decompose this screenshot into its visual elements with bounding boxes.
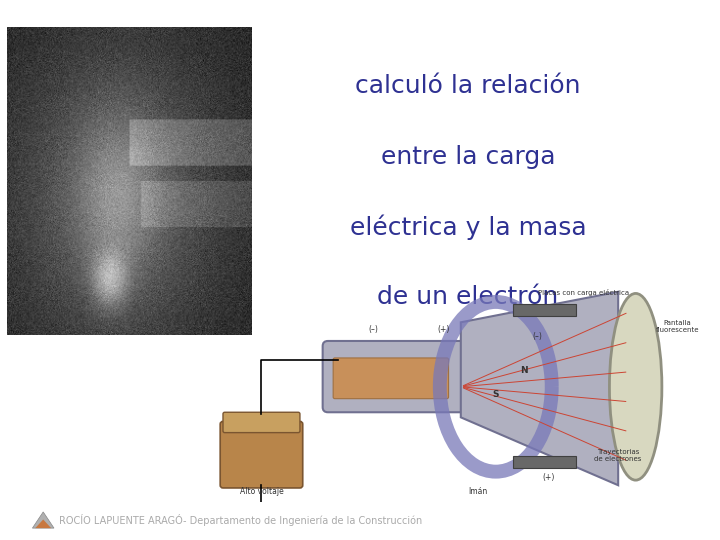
Polygon shape <box>35 519 51 528</box>
Polygon shape <box>461 292 618 485</box>
FancyBboxPatch shape <box>220 421 302 488</box>
FancyBboxPatch shape <box>333 358 449 399</box>
Text: Imán: Imán <box>469 487 488 496</box>
Text: entre la carga: entre la carga <box>381 145 555 168</box>
Text: S: S <box>492 390 499 399</box>
FancyBboxPatch shape <box>323 341 466 412</box>
Text: Placas con carga eléctrica: Placas con carga eléctrica <box>538 289 629 296</box>
FancyBboxPatch shape <box>513 456 576 468</box>
Text: (–): (–) <box>533 332 543 341</box>
FancyBboxPatch shape <box>223 412 300 433</box>
FancyBboxPatch shape <box>513 303 576 315</box>
Text: (+): (+) <box>542 473 554 482</box>
Text: Trayectorias
de electrones: Trayectorias de electrones <box>595 449 642 462</box>
Ellipse shape <box>609 293 662 480</box>
Text: eléctrica y la masa: eléctrica y la masa <box>350 214 586 240</box>
Text: (–): (–) <box>369 326 378 334</box>
Text: (+): (+) <box>437 326 449 334</box>
Text: J. J. Thomson: J. J. Thomson <box>94 260 228 280</box>
Text: Alto voltaje: Alto voltaje <box>240 487 284 496</box>
Text: ROCÍO LAPUENTE ARAGÓ- Departamento de Ingeniería de la Construcción: ROCÍO LAPUENTE ARAGÓ- Departamento de In… <box>59 514 423 526</box>
Text: Pantalla
fluorescente: Pantalla fluorescente <box>656 320 699 334</box>
Text: de un electrón: de un electrón <box>377 285 559 309</box>
Polygon shape <box>32 512 54 528</box>
Text: calculó la relación: calculó la relación <box>355 75 581 98</box>
Text: N: N <box>520 366 528 375</box>
